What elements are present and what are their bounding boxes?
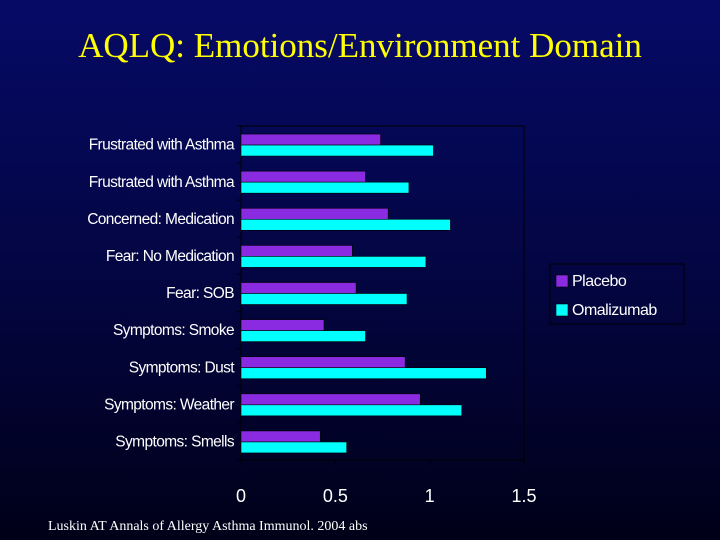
legend-swatch-placebo: [555, 274, 569, 288]
bar-placebo-5: [240, 319, 325, 331]
bar-placebo-4: [240, 282, 357, 294]
x-tick-label-1: 0.5: [323, 486, 348, 506]
bar-omalizumab-3: [240, 256, 427, 268]
legend-label-omalizumab: Omalizumab: [572, 302, 657, 319]
chart-legend: Placebo Omalizumab: [549, 263, 685, 325]
legend-label-placebo: Placebo: [572, 273, 627, 290]
bar-placebo-3: [240, 245, 353, 257]
bar-placebo-7: [240, 393, 421, 406]
slide-title: AQLQ: Emotions/Environment Domain: [78, 26, 642, 65]
category-label-6: Symptoms: Dust: [129, 359, 236, 376]
bar-omalizumab-4: [240, 293, 408, 305]
bar-placebo-8: [240, 430, 321, 443]
category-label-3: Fear: No Medication: [106, 248, 234, 265]
bar-omalizumab-1: [240, 181, 410, 194]
x-tick-label-0: 0: [236, 486, 246, 506]
bar-omalizumab-8: [240, 441, 347, 454]
category-label-4: Fear: SOB: [166, 285, 234, 302]
bar-omalizumab-6: [240, 367, 487, 380]
bar-placebo-2: [240, 207, 389, 220]
legend-box: [549, 263, 685, 325]
category-label-1: Frustrated with Asthma: [89, 174, 235, 191]
bar-omalizumab-5: [240, 330, 366, 342]
category-label-0: Frustrated with Asthma: [89, 137, 235, 154]
category-label-8: Symptoms: Smells: [115, 434, 235, 451]
bar-placebo-6: [240, 356, 406, 369]
legend-swatch-omalizumab: [555, 303, 569, 317]
category-label-7: Symptoms: Weather: [104, 396, 234, 413]
citation: Luskin AT Annals of Allergy Asthma Immun…: [48, 519, 368, 534]
category-label-2: Concerned: Medication: [87, 211, 234, 228]
bar-placebo-1: [240, 170, 366, 183]
bar-omalizumab-7: [240, 404, 463, 417]
bar-omalizumab-0: [240, 144, 434, 157]
bar-placebo-0: [240, 133, 381, 146]
x-tick-label-3: 1.5: [511, 486, 536, 506]
x-tick-label-2: 1: [425, 486, 435, 506]
bar-omalizumab-2: [240, 218, 451, 231]
category-label-5: Symptoms: Smoke: [113, 322, 234, 339]
